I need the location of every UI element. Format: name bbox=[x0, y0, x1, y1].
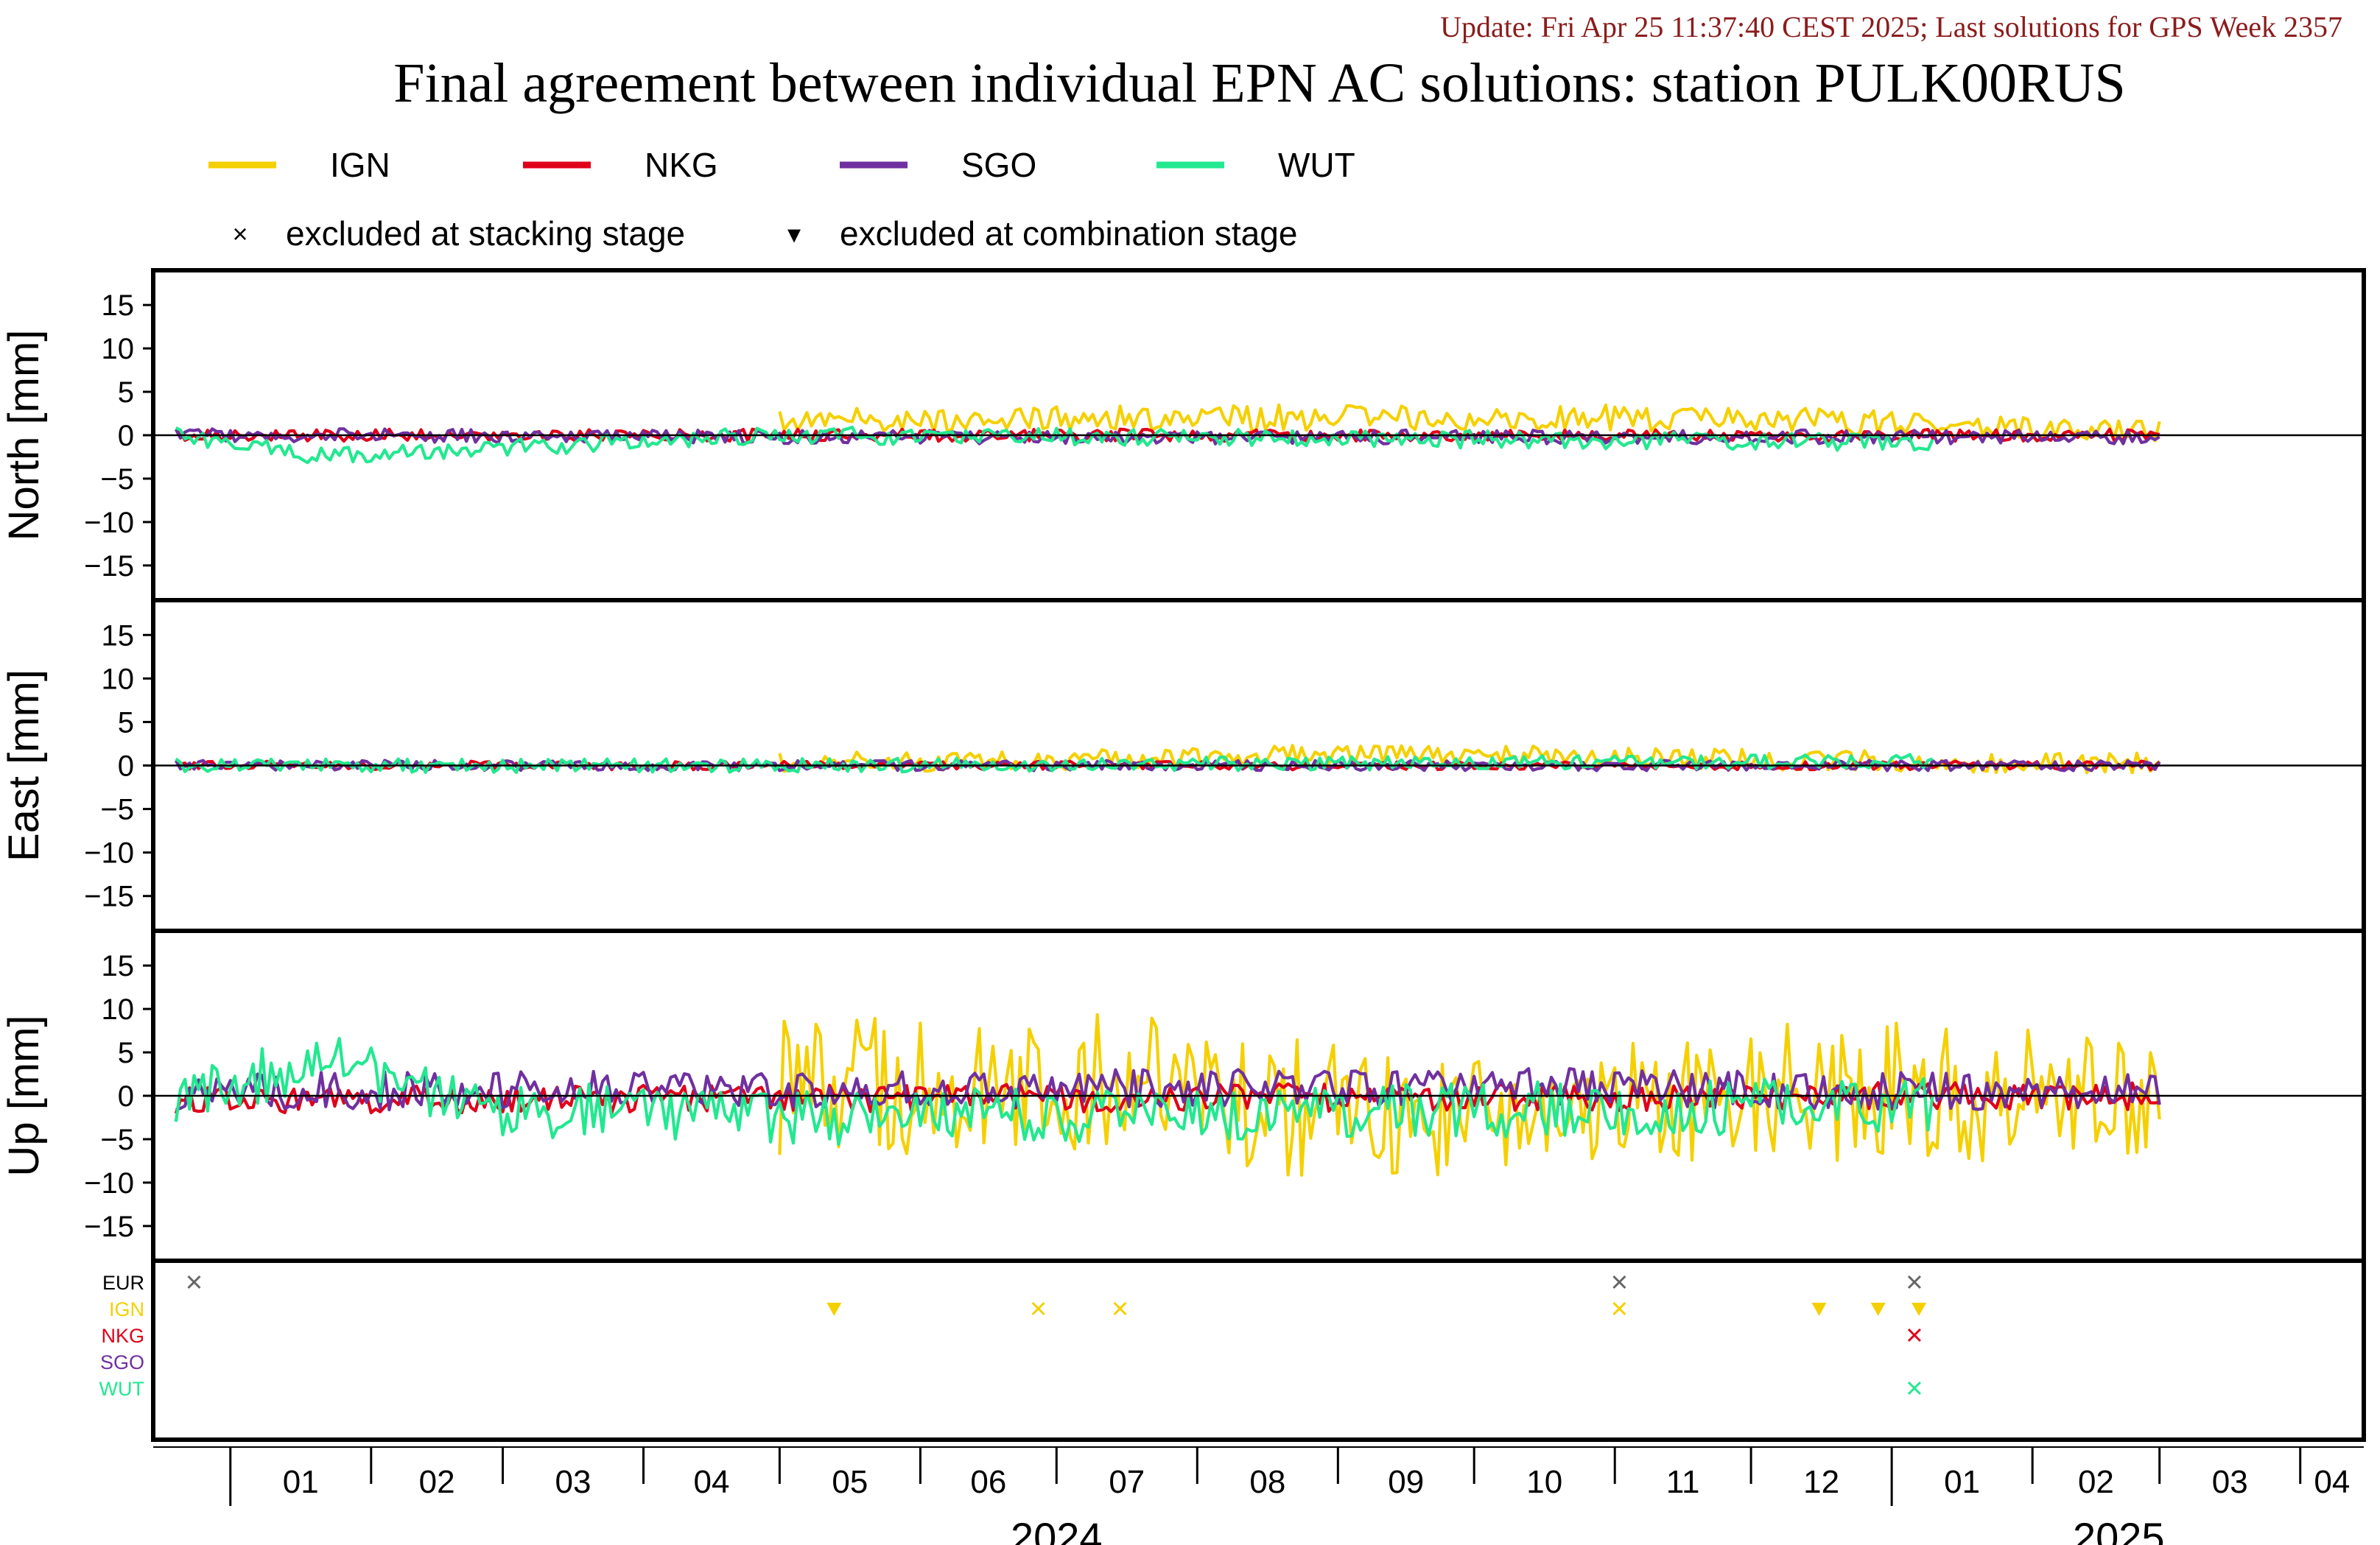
stacking-exclusion-mark bbox=[1031, 1301, 1045, 1316]
y-axis-title: East [mm] bbox=[0, 669, 48, 862]
month-label: 09 bbox=[1388, 1464, 1424, 1500]
y-tick-label: 5 bbox=[118, 376, 134, 409]
month-label: 04 bbox=[2314, 1464, 2350, 1500]
stacking-exclusion-mark bbox=[1113, 1301, 1127, 1316]
y-tick-label: 5 bbox=[118, 706, 134, 739]
series-line-sgo bbox=[175, 1067, 2161, 1112]
y-tick-label: −5 bbox=[100, 1124, 134, 1156]
series-line-wut bbox=[174, 1037, 1934, 1146]
exclusion-row-label-nkg: NKG bbox=[101, 1325, 144, 1347]
legend-label-ign: IGN bbox=[330, 146, 390, 184]
series-line-ign bbox=[778, 403, 2161, 443]
legend-label-wut: WUT bbox=[1278, 146, 1355, 184]
y-tick-label: 5 bbox=[118, 1037, 134, 1069]
y-tick-label: −15 bbox=[84, 1211, 134, 1243]
month-label: 05 bbox=[832, 1464, 868, 1500]
month-label: 08 bbox=[1249, 1464, 1285, 1500]
y-tick-label: −5 bbox=[100, 463, 134, 496]
stacking-exclusion-mark bbox=[1907, 1328, 1922, 1342]
update-text: Update: Fri Apr 25 11:37:40 CEST 2025; L… bbox=[1440, 10, 2342, 43]
year-label: 2025 bbox=[2073, 1514, 2165, 1545]
y-tick-label: −15 bbox=[84, 550, 134, 583]
exclusion-row-label-eur: EUR bbox=[102, 1272, 144, 1294]
combination-exclusion-mark bbox=[1811, 1303, 1827, 1316]
y-tick-label: −15 bbox=[84, 881, 134, 913]
series-line-nkg bbox=[175, 759, 2161, 772]
y-tick-label: 15 bbox=[102, 289, 135, 322]
stacking-exclusion-mark bbox=[1907, 1381, 1922, 1396]
combination-exclusion-mark bbox=[1870, 1303, 1886, 1316]
legend: IGN NKG SGO WUT × excluded at stacking stage ▾… bbox=[208, 146, 1355, 253]
y-tick-label: 10 bbox=[102, 993, 135, 1026]
panel-north: 15 10 5 0 −5 −10 −15 North [mm] bbox=[0, 268, 2366, 602]
y-tick-label: 0 bbox=[118, 420, 134, 452]
month-label: 03 bbox=[2212, 1464, 2248, 1500]
combination-exclusion-mark bbox=[1912, 1303, 1927, 1316]
y-tick-label: −10 bbox=[84, 1167, 134, 1200]
legend-label-sgo: SGO bbox=[961, 146, 1036, 184]
exclusion-row-label-sgo: SGO bbox=[100, 1351, 144, 1373]
panel-east: 15 10 5 0 −5 −10 −15 East [mm] bbox=[0, 598, 2366, 933]
month-label: 10 bbox=[1526, 1464, 1562, 1500]
exclusion-row-label-ign: IGN bbox=[109, 1298, 144, 1320]
month-label: 03 bbox=[555, 1464, 592, 1500]
month-label: 04 bbox=[693, 1464, 729, 1500]
panel-up: 15 10 5 0 −5 −10 −15 Up [mm] bbox=[0, 929, 2366, 1263]
exclusion-row-label-wut: WUT bbox=[99, 1378, 144, 1400]
exclusion-panel: EUR IGN NKG SGO WUT bbox=[99, 1259, 2366, 1442]
month-label: 06 bbox=[970, 1464, 1006, 1500]
month-label: 02 bbox=[419, 1464, 455, 1500]
stacking-exclusion-mark bbox=[1612, 1275, 1626, 1289]
x-axis: 01 02 03 04 05 06 07 08 09 10 11 12 01 02 03 04 2024 2025 bbox=[153, 1446, 2364, 1545]
y-tick-label: 10 bbox=[102, 663, 135, 695]
month-label: 12 bbox=[1803, 1464, 1839, 1500]
y-tick-label: 10 bbox=[102, 333, 135, 365]
chart-title: Final agreement between individual EPN A… bbox=[393, 52, 2126, 114]
y-axis-title: North [mm] bbox=[0, 330, 48, 541]
combination-exclusion-mark bbox=[826, 1303, 842, 1316]
y-tick-label: 15 bbox=[102, 619, 135, 652]
month-label: 01 bbox=[1944, 1464, 1980, 1500]
plot-panels: 15 10 5 0 −5 −10 −15 North [mm] 15 10 5 0 −5 −10 −15 Ea… bbox=[0, 268, 2366, 1263]
y-tick-label: 0 bbox=[118, 1080, 134, 1113]
combination-marker-icon: ▾ bbox=[787, 219, 801, 249]
legend-label-nkg: NKG bbox=[645, 146, 718, 184]
exclusion-frame bbox=[151, 1259, 2366, 1442]
y-tick-label: −5 bbox=[100, 794, 134, 826]
month-label: 11 bbox=[1666, 1464, 1700, 1500]
y-tick-label: 0 bbox=[118, 750, 134, 783]
stacking-exclusion-mark bbox=[1907, 1275, 1922, 1289]
month-label: 02 bbox=[2078, 1464, 2114, 1500]
y-tick-label: −10 bbox=[84, 507, 134, 539]
series-line-wut bbox=[175, 753, 1934, 774]
stacking-exclusion-mark bbox=[1612, 1301, 1626, 1316]
combination-marker-label: excluded at combination stage bbox=[840, 214, 1297, 253]
year-label: 2024 bbox=[1011, 1514, 1103, 1545]
y-tick-label: −10 bbox=[84, 837, 134, 870]
y-tick-label: 15 bbox=[102, 950, 135, 982]
stacking-marker-icon: × bbox=[232, 219, 248, 249]
month-label: 07 bbox=[1109, 1464, 1145, 1500]
month-label: 01 bbox=[283, 1464, 319, 1500]
y-axis-title: Up [mm] bbox=[0, 1015, 48, 1176]
stacking-exclusion-mark bbox=[187, 1275, 201, 1289]
stacking-marker-label: excluded at stacking stage bbox=[286, 214, 685, 253]
